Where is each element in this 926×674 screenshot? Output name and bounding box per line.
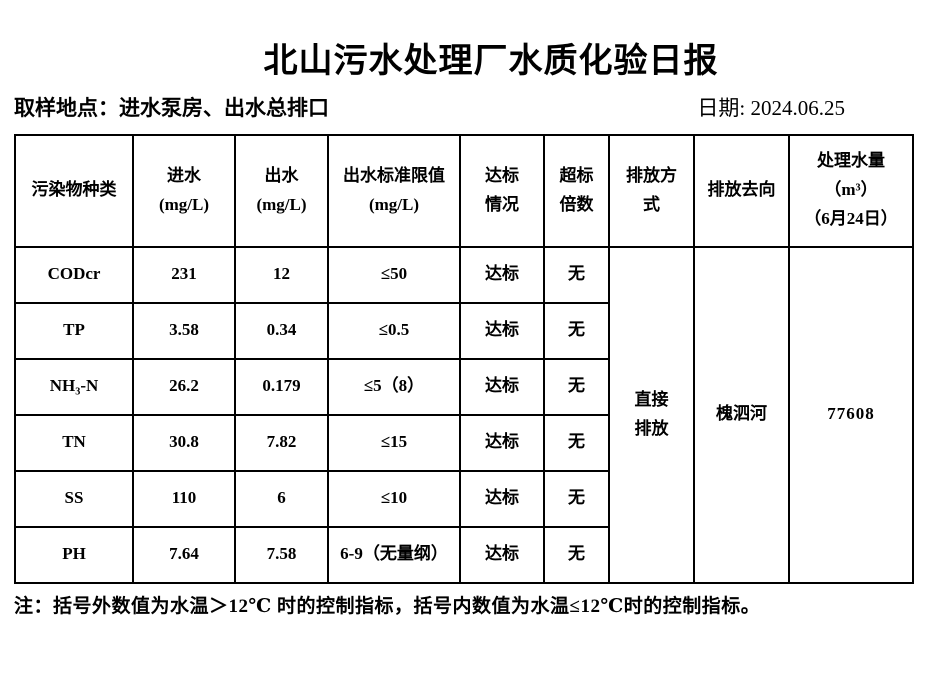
col-header-compliance: 达标 情况 <box>459 133 545 248</box>
table-row-codcr: CODcr 231 12 ≤50 达标 无 直接 排放 槐泗河 77608 <box>14 245 914 584</box>
col-header-influent: 进水 (mg/L) <box>132 133 236 248</box>
table-row-tn: TN 30.8 7.82 ≤15 达标 无 <box>14 413 913 472</box>
cell-limit: 6-9（无量纲） <box>327 525 461 584</box>
cell-influent: 110 <box>132 469 236 528</box>
cell-limit: ≤10 <box>327 469 461 528</box>
cell-compliance: 达标 <box>459 301 545 360</box>
cell-compliance: 达标 <box>459 245 545 304</box>
cell-influent: 30.8 <box>132 413 236 472</box>
cell-treated-volume: 77608 <box>788 245 914 584</box>
water-quality-table: 污染物种类 进水 (mg/L) 出水 (mg/L) 出水标准限值 (mg/L) … <box>14 133 914 584</box>
cell-influent: 231 <box>132 245 236 304</box>
cell-exceed: 无 <box>543 525 610 584</box>
col-header-treated-volume: 处理水量 （m³） （6月24日） <box>788 133 914 248</box>
report-date: 日期: 2024.06.25 <box>697 95 845 120</box>
cell-exceed: 无 <box>543 469 610 528</box>
footnote: 注：括号外数值为水温＞12℃ 时的控制指标，括号内数值为水温≤12℃时的控制指标… <box>14 595 761 617</box>
cell-pollutant: PH <box>14 525 134 584</box>
cell-compliance: 达标 <box>459 525 545 584</box>
col-header-exceed: 超标 倍数 <box>543 133 610 248</box>
col-header-limit: 出水标准限值 (mg/L) <box>327 133 461 248</box>
cell-pollutant: TN <box>14 413 134 472</box>
cell-pollutant: TP <box>14 301 134 360</box>
table-row-tp: TP 3.58 0.34 ≤0.5 达标 无 <box>14 301 913 360</box>
cell-exceed: 无 <box>543 413 610 472</box>
cell-exceed: 无 <box>543 357 610 416</box>
cell-exceed: 无 <box>543 301 610 360</box>
cell-influent: 26.2 <box>132 357 236 416</box>
cell-influent: 3.58 <box>132 301 236 360</box>
header-row: 污染物种类 进水 (mg/L) 出水 (mg/L) 出水标准限值 (mg/L) … <box>14 133 914 248</box>
table-row-nh3n: NH₃-N 26.2 0.179 ≤5（8） 达标 无 <box>14 357 913 416</box>
cell-limit: ≤50 <box>327 245 461 304</box>
cell-pollutant: NH₃-N <box>14 357 134 416</box>
cell-effluent: 12 <box>234 245 329 304</box>
cell-effluent: 0.179 <box>234 357 329 416</box>
cell-limit: ≤0.5 <box>327 301 461 360</box>
col-header-pollutant: 污染物种类 <box>14 133 134 248</box>
cell-discharge-mode: 直接 排放 <box>608 245 695 584</box>
report-title: 北山污水处理厂水质化验日报 <box>263 43 719 80</box>
col-header-discharge-mode: 排放方 式 <box>608 133 695 248</box>
cell-effluent: 7.82 <box>234 413 329 472</box>
cell-effluent: 0.34 <box>234 301 329 360</box>
cell-limit: ≤15 <box>327 413 461 472</box>
cell-compliance: 达标 <box>459 357 545 416</box>
cell-effluent: 7.58 <box>234 525 329 584</box>
cell-discharge-destination: 槐泗河 <box>693 245 790 584</box>
cell-exceed: 无 <box>543 245 610 304</box>
table-row-ss: SS 110 6 ≤10 达标 无 <box>14 469 913 528</box>
cell-compliance: 达标 <box>459 413 545 472</box>
col-header-effluent: 出水 (mg/L) <box>234 133 329 248</box>
cell-limit: ≤5（8） <box>327 357 461 416</box>
cell-effluent: 6 <box>234 469 329 528</box>
cell-compliance: 达标 <box>459 469 545 528</box>
table-row-ph: PH 7.64 7.58 6-9（无量纲） 达标 无 <box>14 525 913 584</box>
col-header-discharge-destination: 排放去向 <box>693 133 790 248</box>
cell-pollutant: CODcr <box>14 245 134 304</box>
sampling-location: 取样地点：进水泵房、出水总排口 <box>14 95 329 120</box>
cell-influent: 7.64 <box>132 525 236 584</box>
report-page: 北山污水处理厂水质化验日报 取样地点：进水泵房、出水总排口 日期: 2024.0… <box>0 42 926 674</box>
report-meta: 取样地点：进水泵房、出水总排口 日期: 2024.06.25 <box>14 92 845 122</box>
cell-pollutant: SS <box>14 469 134 528</box>
